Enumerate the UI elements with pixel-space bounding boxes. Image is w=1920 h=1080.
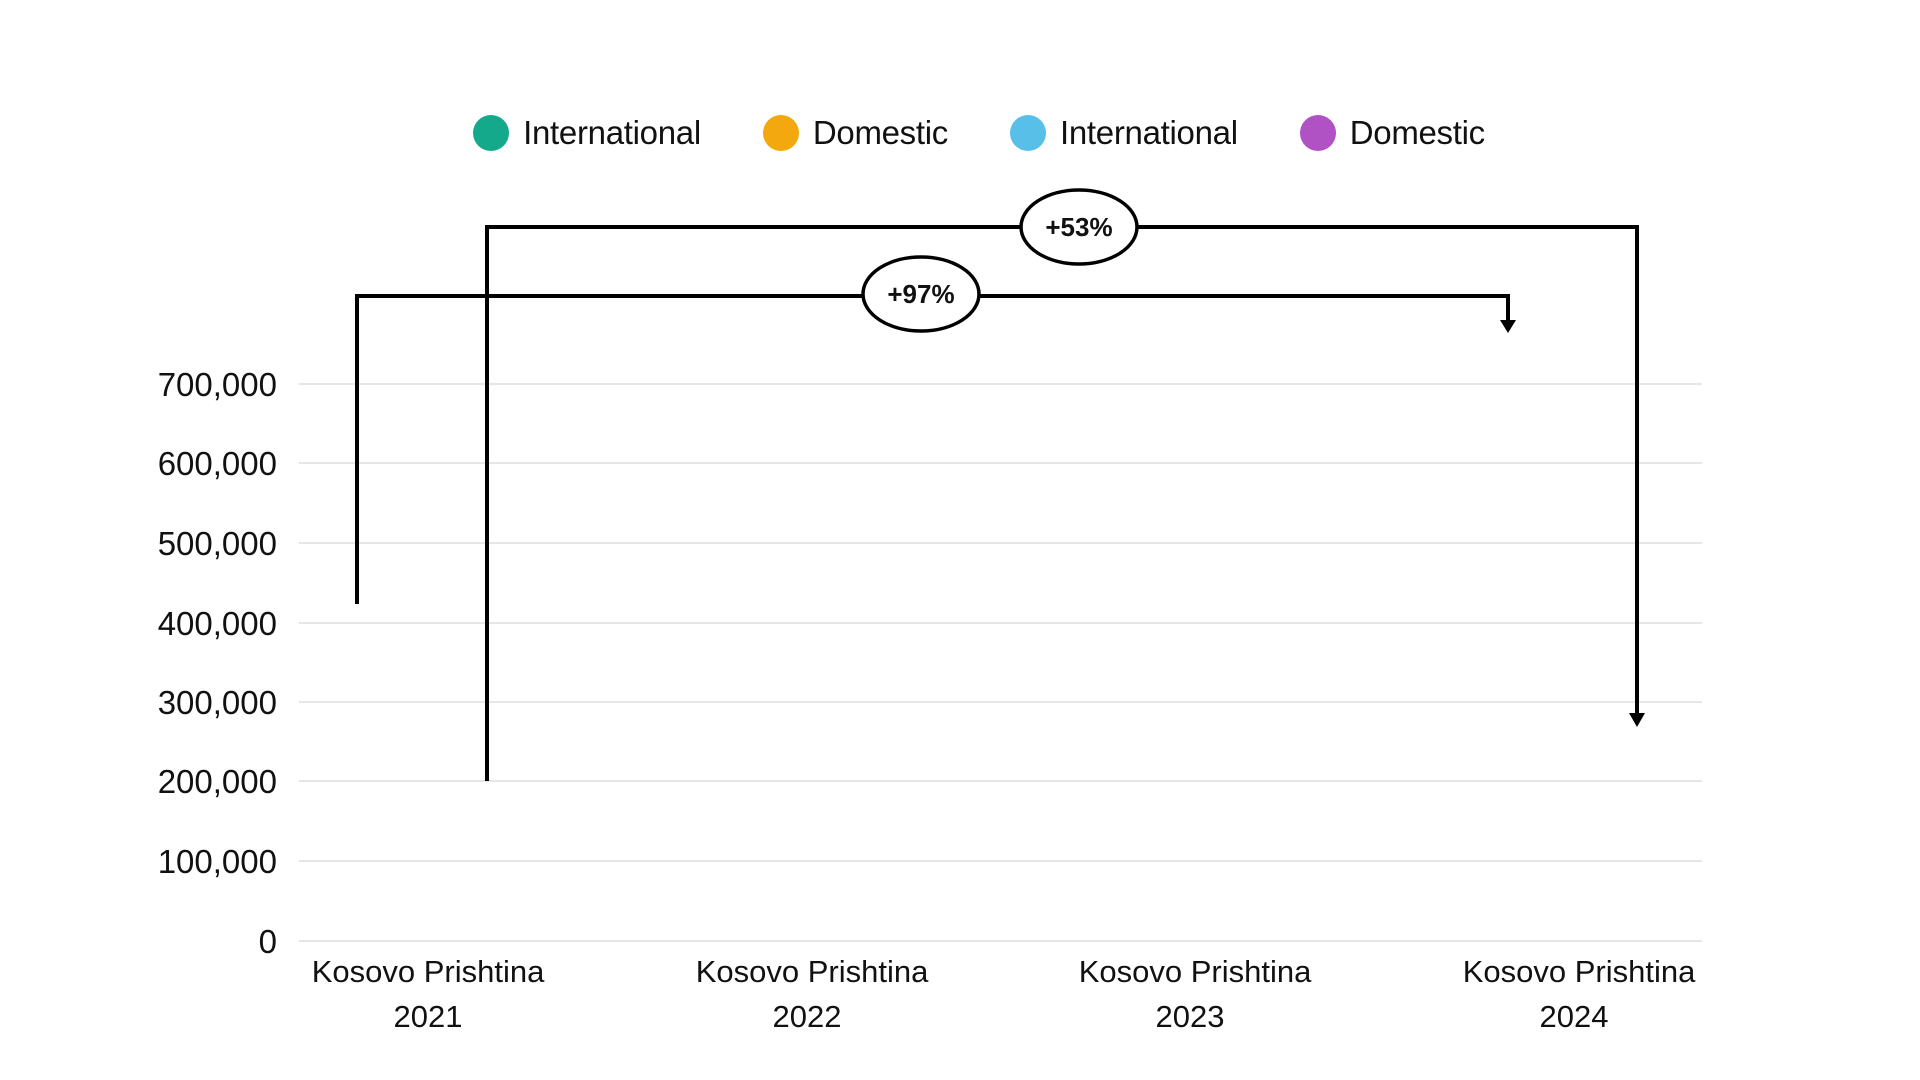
- legend-swatch-icon: [1299, 115, 1336, 151]
- y-tick-label: 0: [259, 923, 277, 960]
- growth-annotation-97: +97%: [355, 255, 1516, 604]
- growth-annotation-53: +53%: [485, 188, 1645, 781]
- gridlines: [299, 383, 1702, 942]
- y-tick-label: 600,000: [158, 445, 277, 482]
- x-tick-label: Kosovo Prishtina: [696, 954, 929, 989]
- chart-legend: International Domestic International Dom…: [0, 108, 1920, 158]
- y-tick-label: 400,000: [158, 605, 277, 642]
- annotation-label: +53%: [1045, 212, 1112, 242]
- legend-item-domestic-2[interactable]: Domestic: [1299, 114, 1485, 152]
- legend-swatch-icon: [473, 115, 510, 151]
- legend-label: International: [1060, 114, 1238, 151]
- annotation-label: +97%: [887, 279, 954, 309]
- y-tick-label: 300,000: [158, 684, 277, 721]
- x-tick-label: Kosovo Prishtina: [1079, 954, 1312, 989]
- y-tick-label: 700,000: [158, 366, 277, 403]
- x-tick-label-year: 2023: [1156, 999, 1225, 1034]
- x-axis: Kosovo Prishtina 2021 Kosovo Prishtina 2…: [312, 954, 1696, 1034]
- legend-item-international-1[interactable]: International: [473, 114, 701, 152]
- annotation-badge: [1019, 188, 1139, 266]
- legend-swatch-icon: [762, 115, 799, 151]
- arrow-down-icon: [1629, 713, 1645, 727]
- x-tick-label-year: 2022: [773, 999, 842, 1034]
- legend-item-international-2[interactable]: International: [1010, 114, 1238, 152]
- legend-label: Domestic: [812, 114, 948, 151]
- x-tick-label: Kosovo Prishtina: [312, 954, 545, 989]
- y-axis: 700,000 600,000 500,000 400,000 300,000 …: [158, 366, 277, 960]
- y-tick-label: 200,000: [158, 763, 277, 800]
- legend-label: Domestic: [1349, 114, 1485, 151]
- x-tick-label-year: 2024: [1540, 999, 1609, 1034]
- legend-swatch-icon: [1010, 115, 1046, 151]
- annotation-badge: [861, 255, 981, 333]
- bracket-arrow-line: [355, 294, 1510, 604]
- y-tick-label: 100,000: [158, 843, 277, 880]
- legend-item-domestic-1[interactable]: Domestic: [762, 114, 948, 152]
- legend-label: International: [523, 114, 701, 151]
- y-tick-label: 500,000: [158, 525, 277, 562]
- x-tick-label-year: 2021: [394, 999, 463, 1034]
- bracket-arrow-line: [485, 225, 1639, 781]
- arrow-down-icon: [1500, 320, 1516, 333]
- x-tick-label: Kosovo Prishtina: [1463, 954, 1696, 989]
